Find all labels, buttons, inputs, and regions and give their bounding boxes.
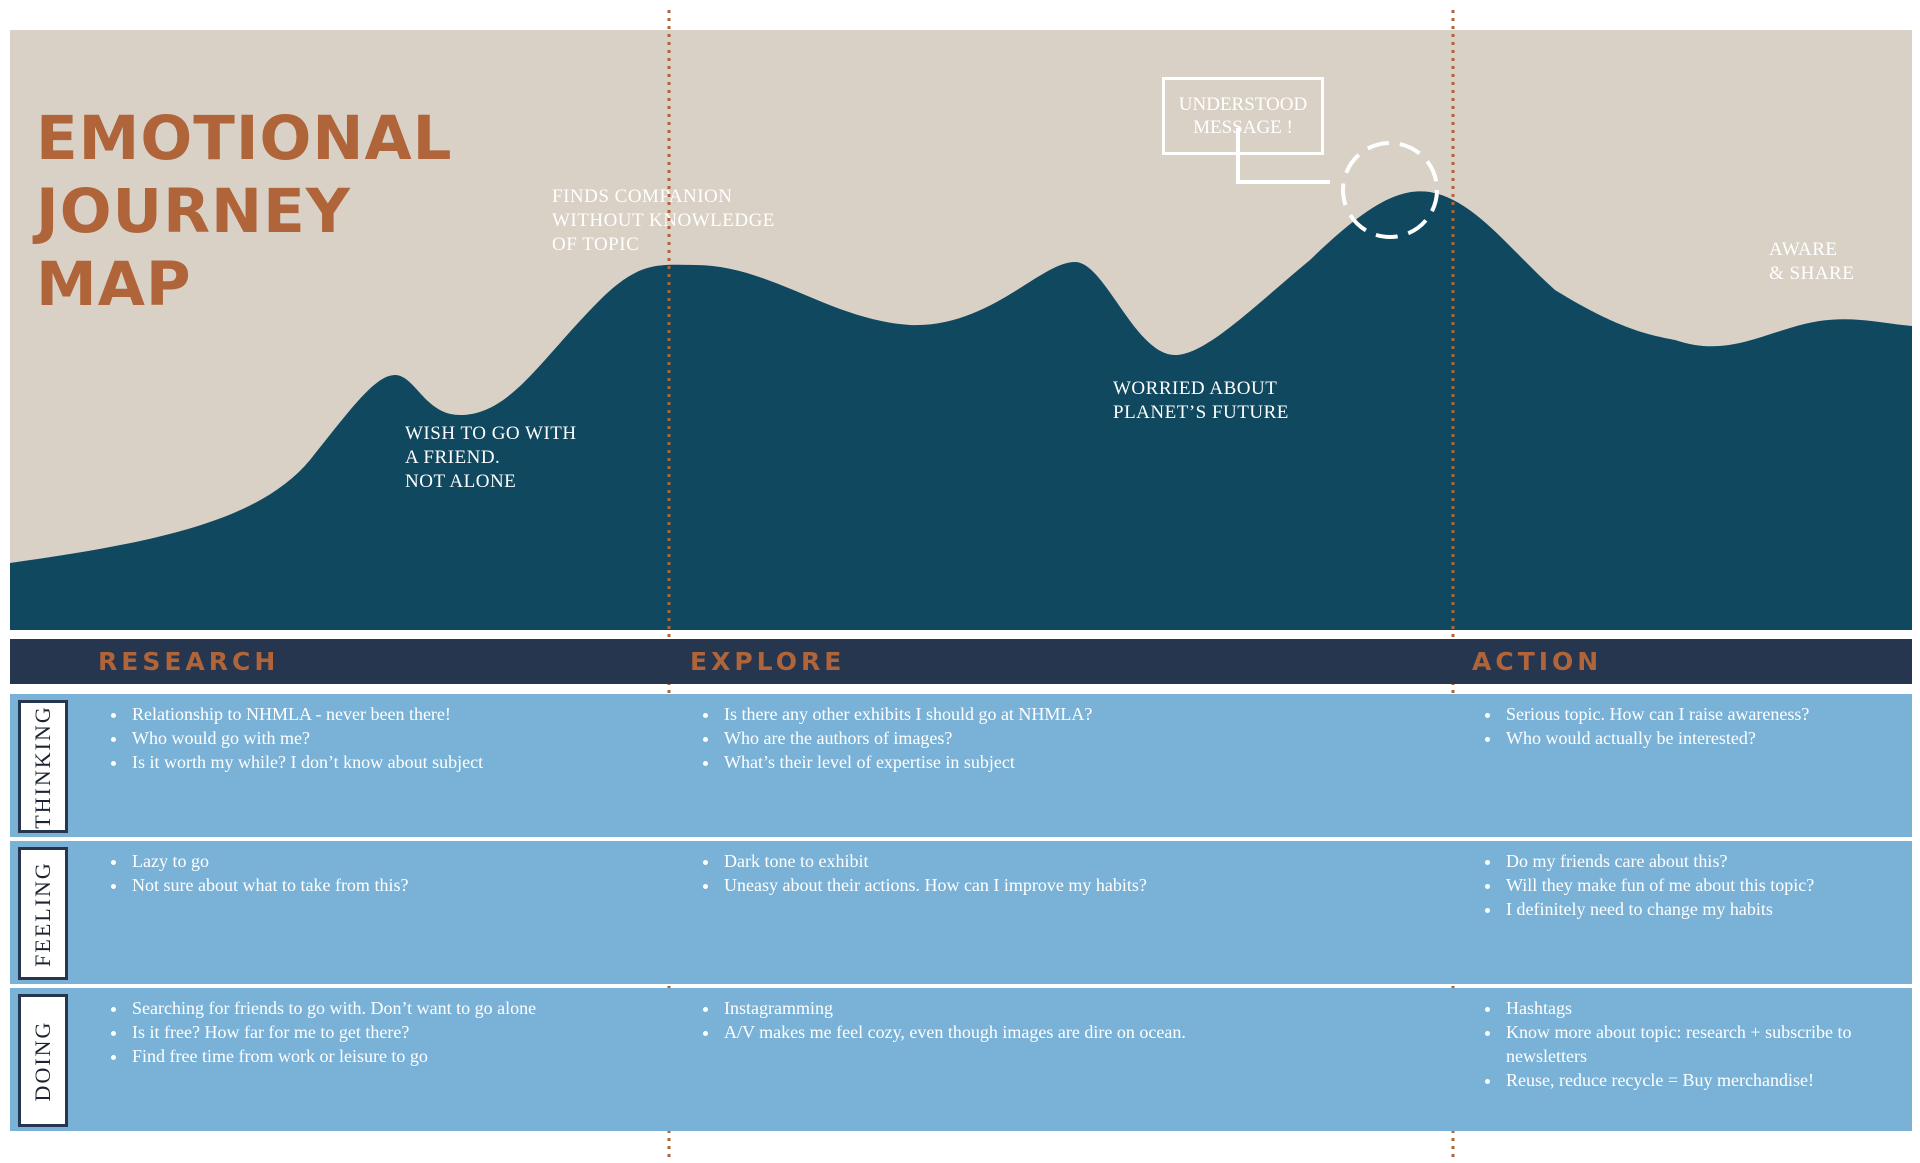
list-item: Find free time from work or leisure to g… xyxy=(128,1044,536,1068)
list-item: Instagramming xyxy=(720,996,1186,1020)
list-item: Who would go with me? xyxy=(128,726,483,750)
annotation-wish: WISH TO GO WITH A FRIEND. NOT ALONE xyxy=(405,422,577,494)
list-item: Not sure about what to take from this? xyxy=(128,873,408,897)
phase-research: RESEARCH xyxy=(98,647,280,676)
phase-action: ACTION xyxy=(1472,647,1603,676)
cell-feeling-research: Lazy to go Not sure about what to take f… xyxy=(98,849,408,897)
list-item: Relationship to NHMLA - never been there… xyxy=(128,702,483,726)
cell-feeling-explore: Dark tone to exhibit Uneasy about their … xyxy=(690,849,1147,897)
row-label-box: FEELING xyxy=(18,847,68,980)
list-item: Do my friends care about this? xyxy=(1502,849,1814,873)
annotation-line: OF TOPIC xyxy=(552,234,640,255)
row-doing: DOING Searching for friends to go with. … xyxy=(10,988,1912,1131)
list-item: Lazy to go xyxy=(128,849,408,873)
list-item: Is it worth my while? I don’t know about… xyxy=(128,750,483,774)
callout-line: MESSAGE ! xyxy=(1193,117,1293,138)
list-item: What’s their level of expertise in subje… xyxy=(720,750,1092,774)
page-title: EMOTIONAL JOURNEY MAP xyxy=(36,102,453,321)
cell-feeling-action: Do my friends care about this? Will they… xyxy=(1472,849,1814,921)
cell-doing-research: Searching for friends to go with. Don’t … xyxy=(98,996,536,1068)
list-item: Is it free? How far for me to get there? xyxy=(128,1020,536,1044)
annotation-line: FINDS COMPANION xyxy=(552,186,733,207)
list-item: Who are the authors of images? xyxy=(720,726,1092,750)
list-item: Is there any other exhibits I should go … xyxy=(720,702,1092,726)
list-item: Dark tone to exhibit xyxy=(720,849,1147,873)
row-feeling: FEELING Lazy to go Not sure about what t… xyxy=(10,841,1912,984)
title-line-2: JOURNEY xyxy=(36,176,351,247)
annotation-worried: WORRIED ABOUT PLANET’S FUTURE xyxy=(1113,377,1289,425)
cell-thinking-action: Serious topic. How can I raise awareness… xyxy=(1472,702,1809,750)
annotation-line: A FRIEND. xyxy=(405,447,501,468)
emotion-wave-area xyxy=(10,191,1912,630)
list-item: I definitely need to change my habits xyxy=(1502,897,1814,921)
list-item: Serious topic. How can I raise awareness… xyxy=(1502,702,1809,726)
title-line-3: MAP xyxy=(36,249,192,320)
row-thinking: THINKING Relationship to NHMLA - never b… xyxy=(10,694,1912,837)
annotation-aware: AWARE & SHARE xyxy=(1769,238,1854,286)
annotation-finds: FINDS COMPANION WITHOUT KNOWLEDGE OF TOP… xyxy=(552,185,775,257)
list-item: Reuse, reduce recycle = Buy merchandise! xyxy=(1502,1068,1902,1092)
list-item: Know more about topic: research + subscr… xyxy=(1502,1020,1902,1068)
row-label-doing: DOING xyxy=(30,1020,55,1101)
annotation-line: WITHOUT KNOWLEDGE xyxy=(552,210,775,231)
row-label-feeling: FEELING xyxy=(30,860,55,967)
cell-doing-explore: Instagramming A/V makes me feel cozy, ev… xyxy=(690,996,1186,1044)
list-item: Who would actually be interested? xyxy=(1502,726,1809,750)
callout-understood-message: UNDERSTOOD MESSAGE ! xyxy=(1162,77,1324,155)
journey-chart-panel: EMOTIONAL JOURNEY MAP WISH TO GO WITH A … xyxy=(10,30,1912,630)
annotation-line: AWARE xyxy=(1769,239,1838,260)
annotation-line: WISH TO GO WITH xyxy=(405,423,577,444)
phase-explore: EXPLORE xyxy=(690,647,846,676)
cell-thinking-research: Relationship to NHMLA - never been there… xyxy=(98,702,483,774)
list-item: Hashtags xyxy=(1502,996,1902,1020)
row-label-box: DOING xyxy=(18,994,68,1127)
list-item: Will they make fun of me about this topi… xyxy=(1502,873,1814,897)
annotation-line: PLANET’S FUTURE xyxy=(1113,402,1289,423)
cell-thinking-explore: Is there any other exhibits I should go … xyxy=(690,702,1092,774)
list-item: Uneasy about their actions. How can I im… xyxy=(720,873,1147,897)
annotation-line: & SHARE xyxy=(1769,263,1855,284)
annotation-line: NOT ALONE xyxy=(405,471,517,492)
annotation-line: WORRIED ABOUT xyxy=(1113,378,1278,399)
row-label-thinking: THINKING xyxy=(30,704,55,829)
list-item: Searching for friends to go with. Don’t … xyxy=(128,996,536,1020)
row-label-box: THINKING xyxy=(18,700,68,833)
emotion-curve xyxy=(10,191,1912,630)
list-item: A/V makes me feel cozy, even though imag… xyxy=(720,1020,1186,1044)
cell-doing-action: Hashtags Know more about topic: research… xyxy=(1472,996,1902,1092)
title-line-1: EMOTIONAL xyxy=(36,103,453,174)
phase-header-bar: RESEARCH EXPLORE ACTION xyxy=(10,639,1912,684)
callout-line: UNDERSTOOD xyxy=(1178,94,1308,115)
